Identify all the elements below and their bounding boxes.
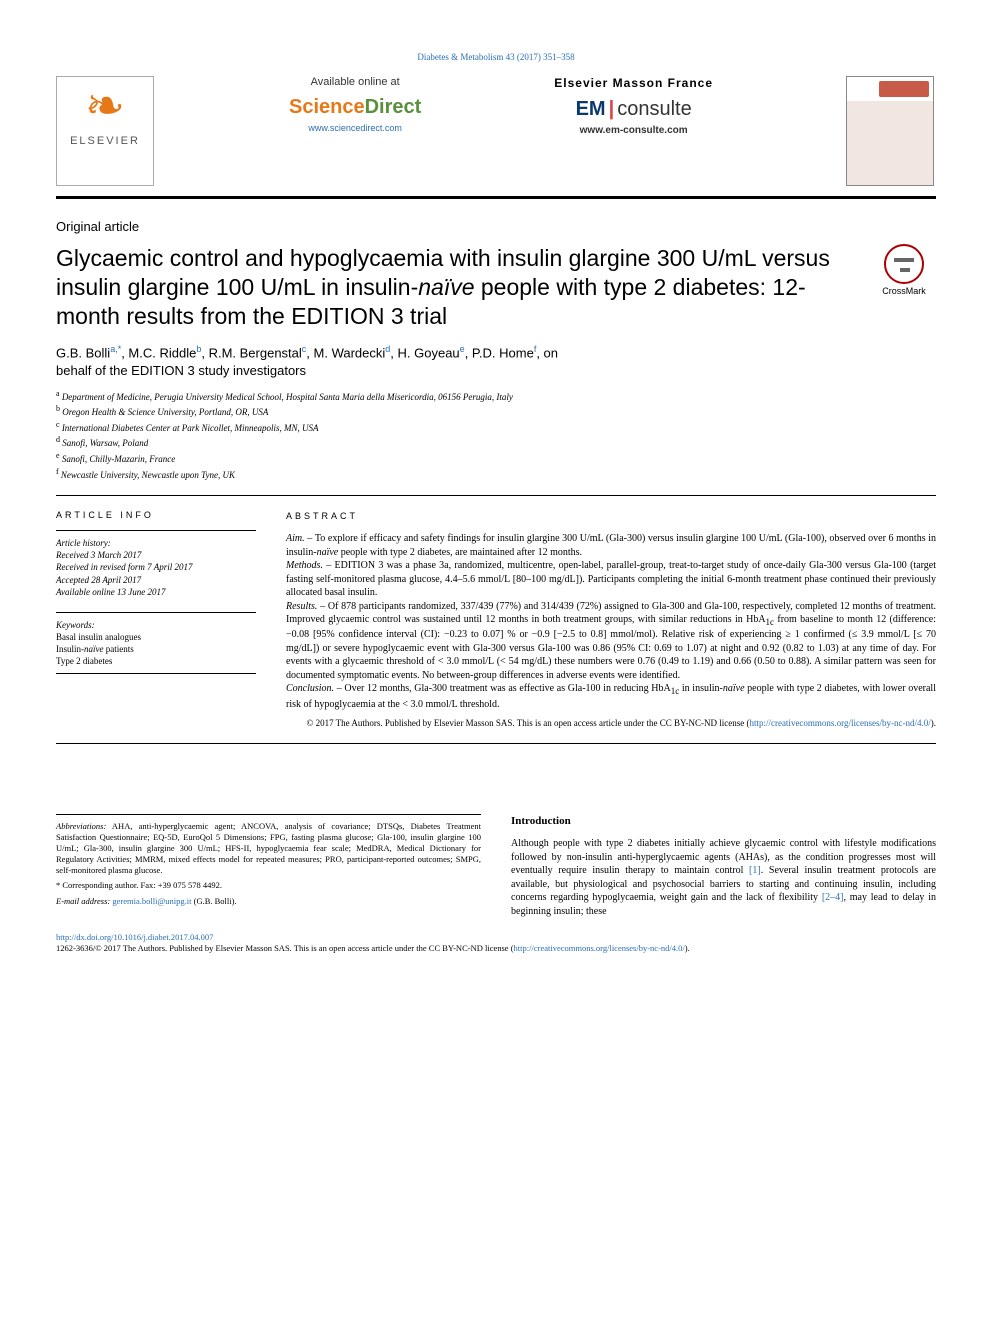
cc-license-link[interactable]: http://creativecommons.org/licenses/by-n…: [749, 718, 930, 728]
masson-label: Elsevier Masson France: [554, 76, 713, 90]
elsevier-tree-icon: ❧: [85, 83, 125, 131]
email-tail: (G.B. Bolli).: [191, 896, 236, 906]
doi-link[interactable]: http://dx.doi.org/10.1016/j.diabet.2017.…: [56, 932, 213, 942]
top-banner: ❧ ELSEVIER Available online at ScienceDi…: [56, 76, 936, 199]
abbrev-text: AHA, anti-hyperglycaemic agent; ANCOVA, …: [56, 821, 481, 875]
right-column: Introduction Although people with type 2…: [511, 814, 936, 918]
intro-para-1: Although people with type 2 diabetes ini…: [511, 837, 936, 918]
on-behalf-line: behalf of the EDITION 3 study investigat…: [56, 363, 936, 378]
abstract-heading: ABSTRACT: [286, 510, 936, 522]
issn-close: ).: [685, 943, 690, 953]
history-accepted: Accepted 28 April 2017: [56, 574, 256, 586]
author-2: , M.C. Riddle: [121, 346, 196, 361]
em-text: EM: [576, 98, 606, 120]
results-1c: 1c: [766, 617, 775, 627]
left-column: Abbreviations: AHA, anti-hyperglycaemic …: [56, 814, 481, 918]
journal-cover-thumbnail[interactable]: [846, 76, 934, 186]
history-online: Available online 13 June 2017: [56, 586, 256, 598]
copyright-text: © 2017 The Authors. Published by Elsevie…: [307, 718, 750, 728]
ref-1-link[interactable]: [1]: [749, 865, 761, 876]
history-received: Received 3 March 2017: [56, 549, 256, 561]
author-4: , M. Wardecki: [306, 346, 385, 361]
authors-line: G.B. Bollia,*, M.C. Riddleb, R.M. Bergen…: [56, 344, 936, 360]
sd-science-text: Science: [289, 96, 365, 118]
elsevier-label: ELSEVIER: [70, 135, 140, 147]
results-label: Results. –: [286, 601, 328, 612]
abstract-conclusion: Conclusion. – Over 12 months, Gla-300 tr…: [286, 682, 936, 711]
abbreviations-block: Abbreviations: AHA, anti-hyperglycaemic …: [56, 814, 481, 876]
abbrev-head: Abbreviations:: [56, 821, 106, 831]
em-consulte-logo[interactable]: EM|consulte: [554, 98, 713, 121]
crossmark-icon: [884, 244, 924, 284]
email-label: E-mail address:: [56, 896, 112, 906]
title-naive: naïve: [418, 274, 474, 300]
issn-text: 1262-3636/© 2017 The Authors. Published …: [56, 943, 514, 953]
history-head: Article history:: [56, 537, 256, 549]
abstract-results: Results. – Of 878 participants randomize…: [286, 600, 936, 683]
affil-e: e Sanofi, Chilly-Mazarin, France: [56, 450, 936, 466]
available-online-label: Available online at: [289, 76, 421, 88]
keywords-block: Keywords: Basal insulin analogues Insuli…: [56, 612, 256, 675]
aim-text: To explore if efficacy and safety findin…: [286, 533, 936, 558]
article-title: Glycaemic control and hypoglycaemia with…: [56, 244, 872, 330]
em-bar-icon: |: [606, 98, 618, 120]
sd-direct-text: Direct: [365, 96, 422, 118]
article-category: Original article: [56, 219, 936, 234]
abstract-column: ABSTRACT Aim. – To explore if efficacy a…: [286, 510, 936, 729]
keyword-1: Basal insulin analogues: [56, 631, 256, 643]
methods-label: Methods. –: [286, 560, 335, 571]
sciencedirect-block: Available online at ScienceDirect www.sc…: [289, 76, 421, 133]
ref-2-4-link[interactable]: [2–4]: [822, 892, 844, 903]
email-link[interactable]: geremia.bolli@unipg.it: [112, 896, 191, 906]
article-info-column: ARTICLE INFO Article history: Received 3…: [56, 510, 256, 729]
article-info-heading: ARTICLE INFO: [56, 510, 256, 520]
journal-citation[interactable]: Diabetes & Metabolism 43 (2017) 351–358: [56, 52, 936, 62]
sciencedirect-url[interactable]: www.sciencedirect.com: [289, 123, 421, 133]
author-1-affil: a,*: [110, 344, 121, 354]
journal-cover-block: [846, 76, 936, 186]
issn-copyright-line: 1262-3636/© 2017 The Authors. Published …: [56, 943, 936, 954]
abstract-methods: Methods. – EDITION 3 was a phase 3a, ran…: [286, 559, 936, 600]
cc-license-link-footer[interactable]: http://creativecommons.org/licenses/by-n…: [514, 943, 685, 953]
copyright-close: ).: [931, 718, 936, 728]
affil-f: f Newcastle University, Newcastle upon T…: [56, 466, 936, 482]
em-consulte-url[interactable]: www.em-consulte.com: [554, 125, 713, 136]
copyright-line: © 2017 The Authors. Published by Elsevie…: [286, 717, 936, 729]
em-consulte-block: Elsevier Masson France EM|consulte www.e…: [554, 76, 713, 136]
elsevier-logo[interactable]: ❧ ELSEVIER: [56, 76, 154, 186]
author-5: , H. Goyeau: [390, 346, 459, 361]
conclusion-text-1: Over 12 months, Gla-300 treatment was as…: [344, 683, 670, 694]
corresponding-author-note: * Corresponding author. Fax: +39 075 578…: [56, 880, 481, 891]
author-3: , R.M. Bergenstal: [201, 346, 301, 361]
elsevier-logo-block: ❧ ELSEVIER: [56, 76, 156, 186]
affil-d: d Sanofi, Warsaw, Poland: [56, 434, 936, 450]
author-tail: , on: [536, 346, 558, 361]
keyword-3: Type 2 diabetes: [56, 655, 256, 667]
crossmark-label: CrossMark: [882, 286, 926, 296]
methods-text: EDITION 3 was a phase 3a, randomized, mu…: [286, 560, 936, 598]
affil-c: c International Diabetes Center at Park …: [56, 419, 936, 435]
email-footnote: E-mail address: geremia.bolli@unipg.it (…: [56, 896, 481, 907]
doi-block: http://dx.doi.org/10.1016/j.diabet.2017.…: [56, 932, 936, 954]
crossmark-badge[interactable]: CrossMark: [872, 244, 936, 296]
conclusion-1c: 1c: [671, 686, 680, 696]
keywords-head: Keywords:: [56, 619, 256, 631]
abstract-aim: Aim. – To explore if efficacy and safety…: [286, 532, 936, 559]
intro-heading: Introduction: [511, 814, 936, 829]
keyword-2: Insulin-naïve patients: [56, 643, 256, 655]
affil-a: a Department of Medicine, Perugia Univer…: [56, 388, 936, 404]
author-6: , P.D. Home: [465, 346, 534, 361]
article-history-block: Article history: Received 3 March 2017 R…: [56, 530, 256, 598]
separator-2: [56, 743, 936, 744]
history-revised: Received in revised form 7 April 2017: [56, 561, 256, 573]
affiliations-block: a Department of Medicine, Perugia Univer…: [56, 388, 936, 482]
separator-1: [56, 495, 936, 496]
conclusion-label: Conclusion. –: [286, 683, 344, 694]
consulte-text: consulte: [617, 98, 692, 120]
aim-label: Aim. –: [286, 533, 315, 544]
affil-b: b Oregon Health & Science University, Po…: [56, 403, 936, 419]
author-1: G.B. Bolli: [56, 346, 110, 361]
sciencedirect-logo[interactable]: ScienceDirect: [289, 96, 421, 119]
